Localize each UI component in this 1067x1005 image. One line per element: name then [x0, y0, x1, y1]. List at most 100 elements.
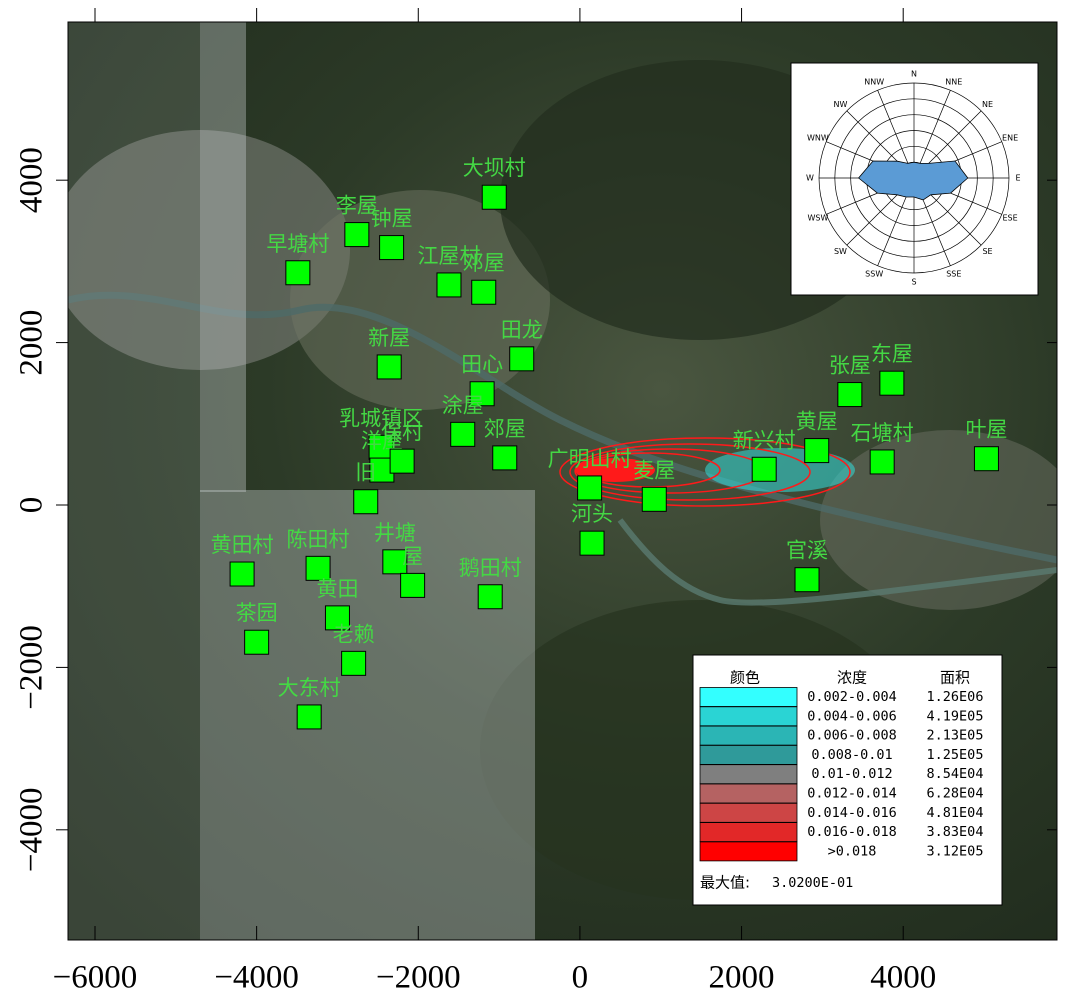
site-label: 广明山村 — [548, 447, 632, 471]
legend-range: >0.018 — [828, 843, 877, 859]
site-label: 新屋 — [368, 326, 410, 350]
site-label: 邓屋 — [463, 251, 505, 275]
legend-area: 2.13E05 — [927, 728, 984, 744]
site-marker — [342, 651, 366, 675]
legend-range: 0.002-0.004 — [807, 689, 896, 705]
site-label: 黄田村 — [211, 533, 274, 557]
legend-area: 3.12E05 — [927, 843, 984, 859]
site-label: 旧 — [355, 461, 376, 485]
site-marker — [478, 585, 502, 609]
site-marker — [401, 573, 425, 597]
site-label: 茶园 — [236, 601, 278, 625]
y-tick-label: −4000 — [14, 787, 50, 872]
legend-range: 0.012-0.014 — [807, 786, 896, 802]
site-label: 东屋 — [871, 342, 913, 366]
rose-direction: WSW — [807, 213, 828, 222]
rose-direction: WNW — [807, 134, 829, 143]
site-marker — [380, 236, 404, 260]
legend-range: 0.01-0.012 — [811, 766, 892, 782]
legend-range: 0.008-0.01 — [811, 747, 892, 763]
rose-direction: SW — [834, 247, 847, 256]
legend-swatch — [700, 745, 797, 764]
legend-swatch — [700, 823, 797, 842]
site-marker — [752, 457, 776, 481]
site-label: 陈田村 — [287, 527, 350, 551]
rose-direction: ESE — [1002, 213, 1017, 222]
site-marker — [642, 487, 666, 511]
site-marker — [805, 439, 829, 463]
site-marker — [390, 449, 414, 473]
y-tick-label: 2000 — [14, 310, 50, 376]
x-tick-label: −4000 — [214, 960, 299, 996]
site-label: 黄屋 — [796, 410, 838, 434]
site-label: 涂屋 — [442, 393, 484, 417]
legend: 颜色浓度面积0.002-0.0041.26E060.004-0.0064.19E… — [693, 655, 1002, 905]
legend-swatch — [700, 803, 797, 822]
site-label: 大坝村 — [463, 156, 526, 180]
y-tick-label: 4000 — [14, 147, 50, 213]
rose-direction: NW — [834, 100, 848, 109]
site-marker — [472, 280, 496, 304]
site-marker — [245, 630, 269, 654]
site-marker — [297, 705, 321, 729]
site-marker — [493, 446, 517, 470]
rose-direction: E — [1015, 174, 1020, 183]
site-marker — [580, 531, 604, 555]
legend-swatch — [700, 707, 797, 726]
site-marker — [286, 261, 310, 285]
legend-swatch — [700, 842, 797, 861]
legend-header: 颜色 — [730, 669, 760, 687]
site-label: 保村 — [381, 420, 423, 444]
rose-direction: SSE — [946, 270, 961, 279]
site-marker — [795, 568, 819, 592]
site-marker — [870, 450, 894, 474]
site-marker — [451, 422, 475, 446]
rose-direction: NNE — [945, 77, 962, 86]
legend-area: 6.28E04 — [927, 786, 984, 802]
site-marker — [482, 185, 506, 209]
x-tick-label: 2000 — [709, 960, 775, 996]
rose-direction: N — [911, 70, 917, 79]
legend-range: 0.006-0.008 — [807, 728, 896, 744]
site-label: 官溪 — [786, 539, 828, 563]
rose-direction: ENE — [1002, 134, 1018, 143]
legend-swatch — [700, 765, 797, 784]
site-label: 鹅田村 — [459, 556, 522, 580]
site-label: 井塘 — [374, 521, 416, 545]
legend-max-value: 3.0200E-01 — [772, 875, 853, 891]
site-label: 大东村 — [278, 676, 341, 700]
site-marker — [578, 476, 602, 500]
site-marker — [880, 371, 904, 395]
x-tick-label: 4000 — [870, 960, 936, 996]
rose-direction: NNW — [864, 77, 884, 86]
rose-direction: W — [806, 174, 814, 183]
legend-max-label: 最大值: — [700, 874, 750, 892]
site-label: 田心 — [461, 353, 503, 377]
site-marker — [510, 347, 534, 371]
site-marker — [437, 273, 461, 297]
legend-range: 0.016-0.018 — [807, 824, 896, 840]
site-label: 田龙 — [501, 318, 543, 342]
site-marker — [377, 355, 401, 379]
legend-area: 1.25E05 — [927, 747, 984, 763]
rose-direction: SE — [982, 247, 992, 256]
site-label: 石塘村 — [851, 421, 914, 445]
legend-area: 4.81E04 — [927, 805, 984, 821]
site-marker — [230, 562, 254, 586]
rose-direction: SSW — [865, 270, 883, 279]
site-label: 郊屋 — [484, 417, 526, 441]
site-label: 老赖 — [333, 622, 375, 646]
legend-header: 浓度 — [837, 669, 867, 687]
site-label: 新兴村 — [733, 428, 796, 452]
x-tick-label: −2000 — [376, 960, 461, 996]
site-marker — [354, 490, 378, 514]
site-label: 黄田 — [316, 577, 358, 601]
legend-swatch — [700, 784, 797, 803]
site-label: 麦屋 — [633, 458, 675, 482]
x-tick-label: 0 — [572, 960, 589, 996]
y-tick-label: −2000 — [14, 625, 50, 710]
legend-range: 0.004-0.006 — [807, 708, 896, 724]
rose-direction: S — [911, 278, 916, 287]
